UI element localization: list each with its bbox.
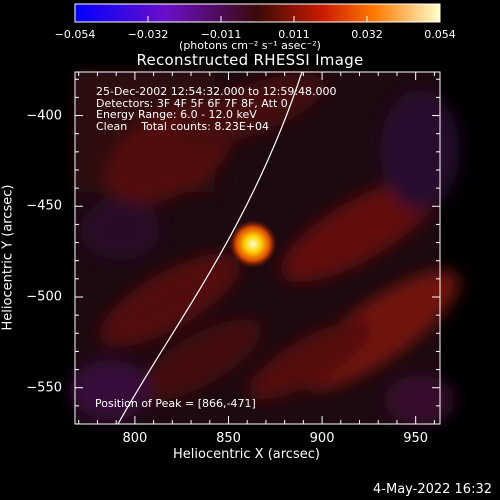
colorbar-tick: 0.054: [424, 28, 456, 41]
colorbar-tick: −0.032: [127, 28, 169, 41]
x-tick-label: 900: [309, 431, 335, 446]
colorbar-tick: −0.011: [200, 28, 242, 41]
colorbar-tick: −0.054: [54, 28, 96, 41]
x-tick-label: 800: [122, 431, 148, 446]
observation-info: 25-Dec-2002 12:54:32.000 to 12:59:48.000…: [96, 86, 337, 132]
y-tick-label: −450: [26, 198, 62, 214]
y-axis-label: Heliocentric Y (arcsec): [0, 184, 16, 331]
info-line: Clean Total counts: 8.23E+04: [96, 119, 270, 133]
timestamp: 4-May-2022 16:32: [373, 482, 492, 497]
colorbar-tick: 0.011: [278, 28, 310, 41]
heatmap-image: [70, 71, 460, 425]
x-axis-label: Heliocentric X (arcsec): [173, 447, 320, 462]
solar-limb: [117, 71, 303, 425]
y-tick-label: −500: [26, 289, 62, 305]
x-tick-label: 950: [403, 431, 429, 446]
peak-position-label: Position of Peak = [866,-471]: [95, 397, 256, 410]
info-line: 25-Dec-2002 12:54:32.000 to 12:59:48.000: [96, 85, 337, 98]
y-tick-label: −400: [26, 108, 62, 124]
colorbar-units: (photons cm⁻² s⁻¹ asec⁻²): [179, 39, 321, 52]
x-tick-label: 850: [216, 431, 241, 446]
info-line: Detectors: 3F 4F 5F 6F 7F 8F, Att 0: [96, 96, 288, 110]
colorbar: [74, 3, 441, 23]
y-tick-label: −550: [26, 380, 62, 396]
colorbar-tick: 0.032: [351, 28, 383, 41]
chart-title: Reconstructed RHESSI Image: [136, 51, 364, 69]
info-line: Energy Range: 6.0 - 12.0 keV: [96, 108, 257, 121]
